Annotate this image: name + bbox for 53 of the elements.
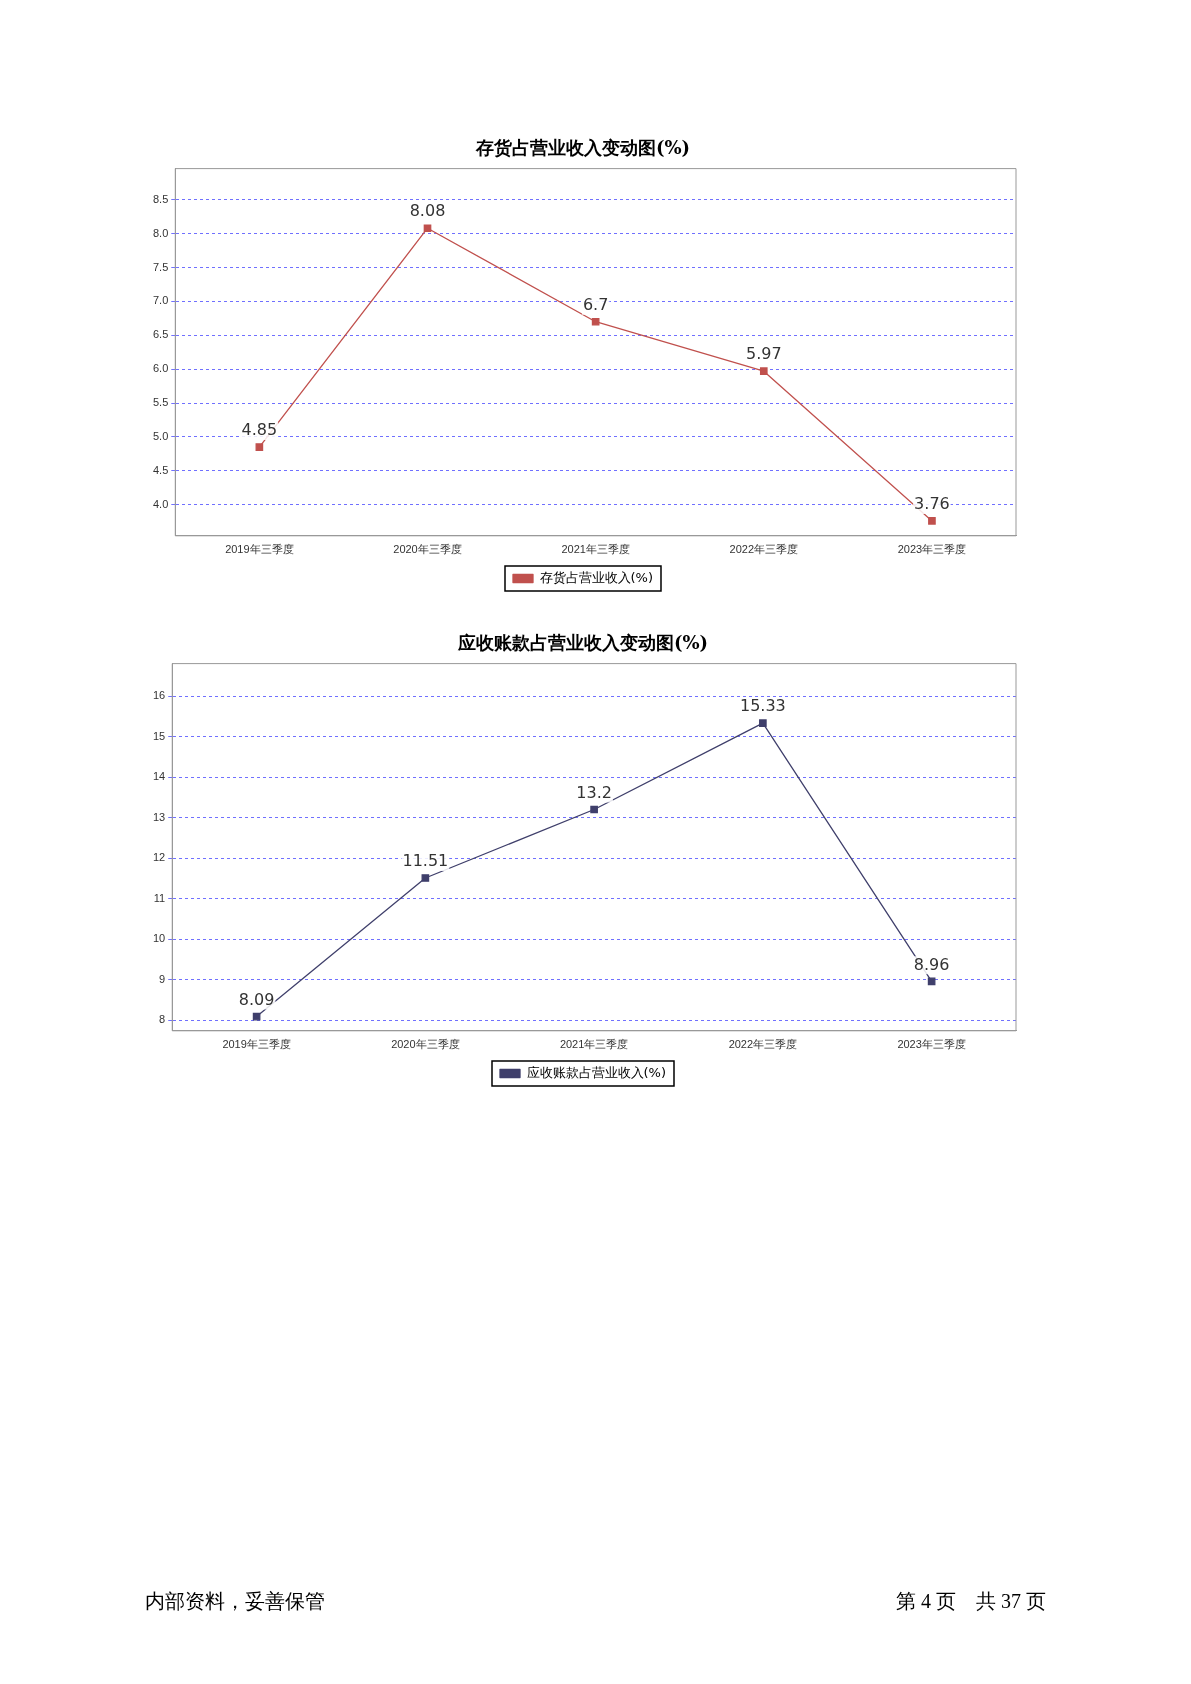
data-label: 6.7 <box>582 294 609 314</box>
x-tick-label: 2023年三季度 <box>897 1038 966 1051</box>
y-tick-label: 14 <box>152 770 166 783</box>
chart-title: 应收账款占营业收入变动图(%) <box>456 632 709 654</box>
data-label: 5.97 <box>745 344 782 364</box>
x-tick-label: 2020年三季度 <box>393 543 462 556</box>
point <box>421 874 430 882</box>
x-tick-label: 2021年三季度 <box>559 1038 629 1051</box>
data-label: 4.85 <box>241 420 278 440</box>
point <box>423 224 432 233</box>
y-tick-label: 4.5 <box>152 463 169 476</box>
y-tick-label: 12 <box>152 851 166 864</box>
y-tick-label: 9 <box>159 972 166 985</box>
y-tick-label: 6.0 <box>152 362 169 375</box>
point <box>759 367 768 375</box>
x-tick-label: 2023年三季度 <box>897 543 967 556</box>
y-tick-label: 5.0 <box>152 429 169 442</box>
x-tick-label: 2021年三季度 <box>561 543 630 556</box>
x-tick-label: 2020年三季度 <box>391 1038 460 1051</box>
data-label: 15.33 <box>739 696 786 716</box>
x-tick-label: 2022年三季度 <box>729 543 799 556</box>
y-tick-label: 8 <box>159 1013 166 1026</box>
data-label: 8.08 <box>409 201 446 221</box>
y-tick-label: 16 <box>152 689 166 702</box>
x-tick-label: 2022年三季度 <box>728 1038 798 1051</box>
y-tick-label: 7.5 <box>152 260 169 273</box>
legend-label: 应收账款占营业收入(%) <box>526 1064 666 1080</box>
x-tick-label: 2019年三季度 <box>225 543 294 556</box>
y-tick-label: 11 <box>153 891 166 904</box>
data-label: 8.96 <box>913 954 950 974</box>
y-tick-label: 7.0 <box>152 294 169 307</box>
y-tick-label: 8.5 <box>152 192 169 205</box>
y-tick-label: 15 <box>152 729 166 742</box>
chart-title: 存货占营业收入变动图(%) <box>474 137 691 159</box>
y-tick-label: 13 <box>152 810 166 823</box>
data-label: 13.2 <box>576 782 612 802</box>
data-label: 11.51 <box>402 851 449 871</box>
point <box>591 317 600 326</box>
text: 内部资料，妥善保管 <box>145 1589 325 1614</box>
x-tick-label: 2019年三季度 <box>222 1038 291 1051</box>
point <box>255 443 264 451</box>
point <box>590 805 598 814</box>
point <box>759 719 767 728</box>
y-tick-label: 8.0 <box>152 226 169 239</box>
y-tick-label: 6.5 <box>152 328 169 341</box>
text: 第 4 页 共 37 页 <box>896 1589 1046 1614</box>
point <box>928 517 936 525</box>
y-tick-label: 4.0 <box>152 497 169 510</box>
y-tick-label: 10 <box>152 932 166 945</box>
legend-label: 存货占营业收入(%) <box>539 569 653 585</box>
data-label: 8.09 <box>238 989 275 1009</box>
y-tick-label: 5.5 <box>152 396 169 409</box>
data-label: 3.76 <box>914 494 950 514</box>
